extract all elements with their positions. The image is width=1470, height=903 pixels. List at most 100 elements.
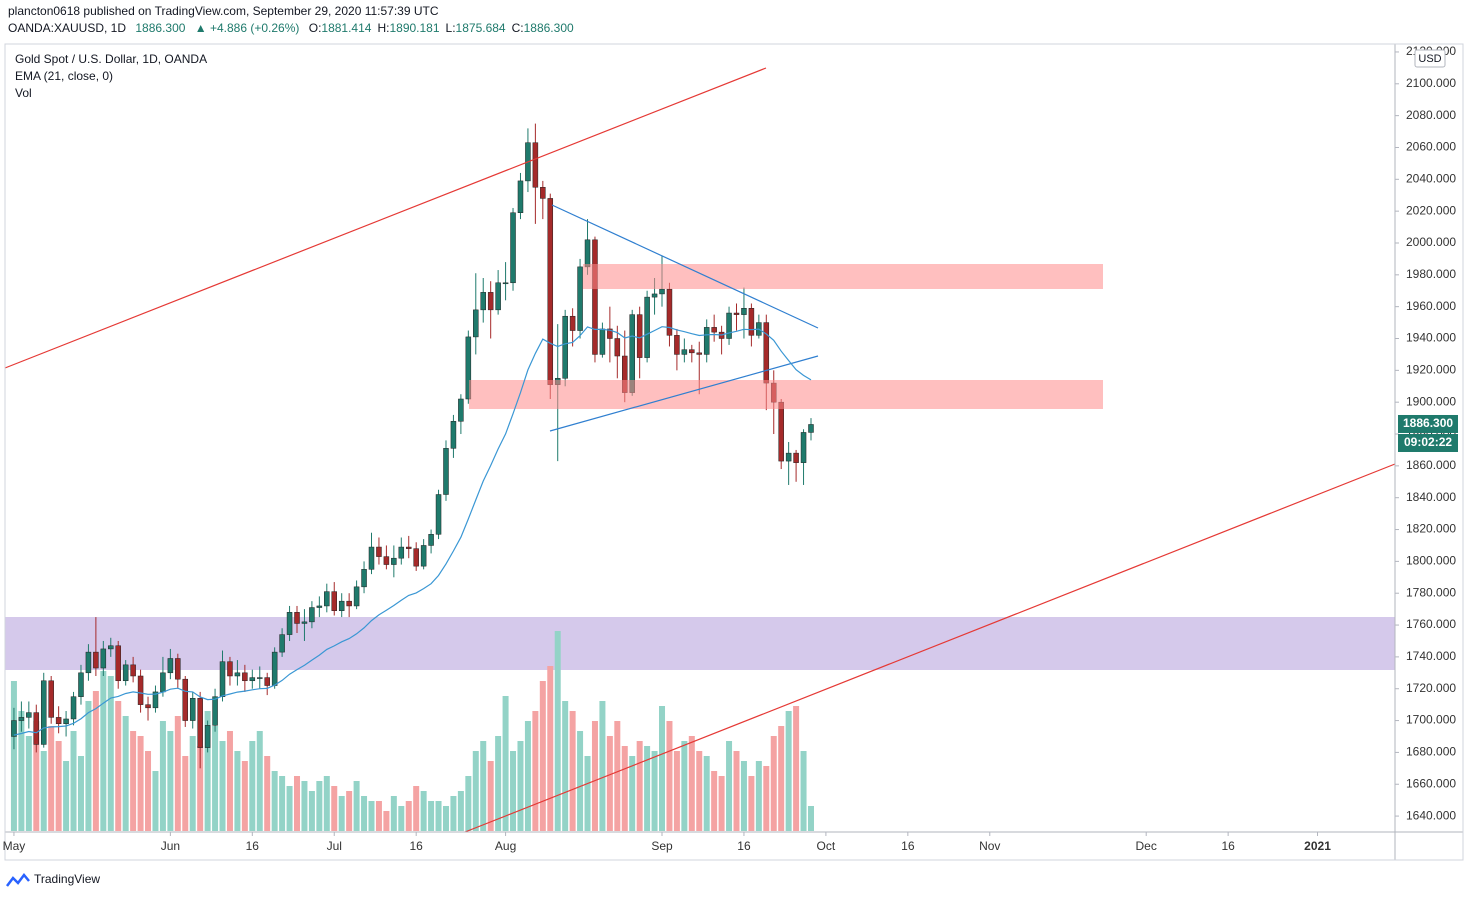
candle-layer <box>11 123 814 769</box>
volume-bar <box>554 631 561 831</box>
y-tick-label: 1720.000 <box>1406 681 1456 695</box>
candle-body <box>167 658 174 674</box>
y-tick-label: 1780.000 <box>1406 585 1456 599</box>
candle-body <box>197 698 203 748</box>
candle-body <box>78 672 84 697</box>
candle-body <box>324 591 330 607</box>
volume-bar <box>92 691 99 831</box>
volume-bar <box>204 711 211 831</box>
triangle-line <box>551 204 819 329</box>
trend-line <box>464 463 1396 833</box>
volume-bar <box>584 756 591 831</box>
logo-mark <box>6 872 30 887</box>
ohlc-value: 1890.181 <box>389 21 439 35</box>
volume-bar <box>286 786 293 831</box>
candle-body <box>636 314 643 358</box>
volume-bar <box>718 776 725 831</box>
legend-vol: Vol <box>15 86 32 100</box>
candle-body <box>11 720 17 737</box>
volume-bar <box>219 741 226 831</box>
volume-bar <box>212 726 219 831</box>
candle-body <box>726 312 732 339</box>
candle-body <box>405 546 412 549</box>
volume-bar <box>711 771 718 831</box>
volume-bar <box>778 726 785 831</box>
candle-body <box>301 621 308 624</box>
y-tick-label: 2020.000 <box>1406 203 1456 217</box>
volume-bar <box>100 671 107 831</box>
candle-body <box>778 401 784 462</box>
volume-bar <box>621 746 628 831</box>
support-zone <box>5 617 1395 670</box>
volume-layer <box>10 631 814 831</box>
volume-bar <box>137 736 144 831</box>
candle-body <box>502 282 509 285</box>
volume-bar <box>651 751 658 831</box>
volume-bar <box>532 711 539 831</box>
volume-bar <box>10 681 17 831</box>
footer: TradingView <box>34 872 100 886</box>
drawings <box>4 67 1396 833</box>
candle-body <box>279 634 285 653</box>
candle-body <box>204 725 211 748</box>
ohlc-value: 1886.300 <box>524 21 574 35</box>
candle-body <box>85 651 92 674</box>
volume-bar <box>442 806 449 831</box>
candle-body <box>666 288 673 336</box>
volume-bar <box>33 721 40 831</box>
candle-body <box>800 432 807 463</box>
legend-title: Gold Spot / U.S. Dollar, 1D, OANDA <box>15 52 207 66</box>
y-tick-label: 1820.000 <box>1406 522 1456 536</box>
y-tick-label: 1900.000 <box>1406 394 1456 408</box>
candle-body <box>465 336 472 400</box>
candle-body <box>599 328 606 355</box>
candle-body <box>70 696 77 720</box>
volume-bar <box>63 761 70 831</box>
candle-body <box>793 452 799 463</box>
volume-bar <box>294 776 301 831</box>
y-tick-label: 1840.000 <box>1406 490 1456 504</box>
y-tick-label: 1920.000 <box>1406 363 1456 377</box>
volume-bar <box>405 801 412 831</box>
volume-bar <box>226 731 233 831</box>
volume-bar <box>383 811 390 831</box>
candle-body <box>26 712 32 718</box>
candle-body <box>413 548 419 567</box>
candle-body <box>40 680 47 745</box>
x-tick-label: 16 <box>246 839 260 853</box>
candle-body <box>55 717 62 724</box>
volume-bar <box>793 706 800 831</box>
volume-bar <box>636 741 643 831</box>
volume-bar <box>234 751 241 831</box>
volume-bar <box>115 701 122 831</box>
volume-bar <box>316 781 323 831</box>
volume-bar <box>249 741 256 831</box>
candle-body <box>361 569 367 588</box>
y-tick-label: 1960.000 <box>1406 299 1456 313</box>
volume-bar <box>800 751 807 831</box>
candle-body <box>18 717 25 721</box>
candle-body <box>458 398 464 422</box>
candle-body <box>189 698 196 721</box>
x-tick-label: Jun <box>161 839 180 853</box>
volume-bar <box>338 796 345 831</box>
volume-bar <box>271 771 278 831</box>
candle-body <box>614 338 621 357</box>
volume-bar <box>375 801 382 831</box>
candle-body <box>510 212 516 284</box>
candle-body <box>338 600 345 611</box>
last-price: 1886.300 <box>135 21 185 35</box>
resistance-zone <box>583 264 1103 289</box>
x-tick-label: Nov <box>979 839 1000 853</box>
candle-body <box>175 658 181 680</box>
candle-body <box>353 586 360 607</box>
volume-bar <box>733 751 740 831</box>
candle-body <box>130 664 136 677</box>
x-tick-label: 16 <box>737 839 751 853</box>
y-tick-label: 2100.000 <box>1406 76 1456 90</box>
volume-bar <box>182 756 189 831</box>
volume-bar <box>368 801 375 831</box>
volume-bar <box>510 751 517 831</box>
volume-bar <box>77 756 84 831</box>
